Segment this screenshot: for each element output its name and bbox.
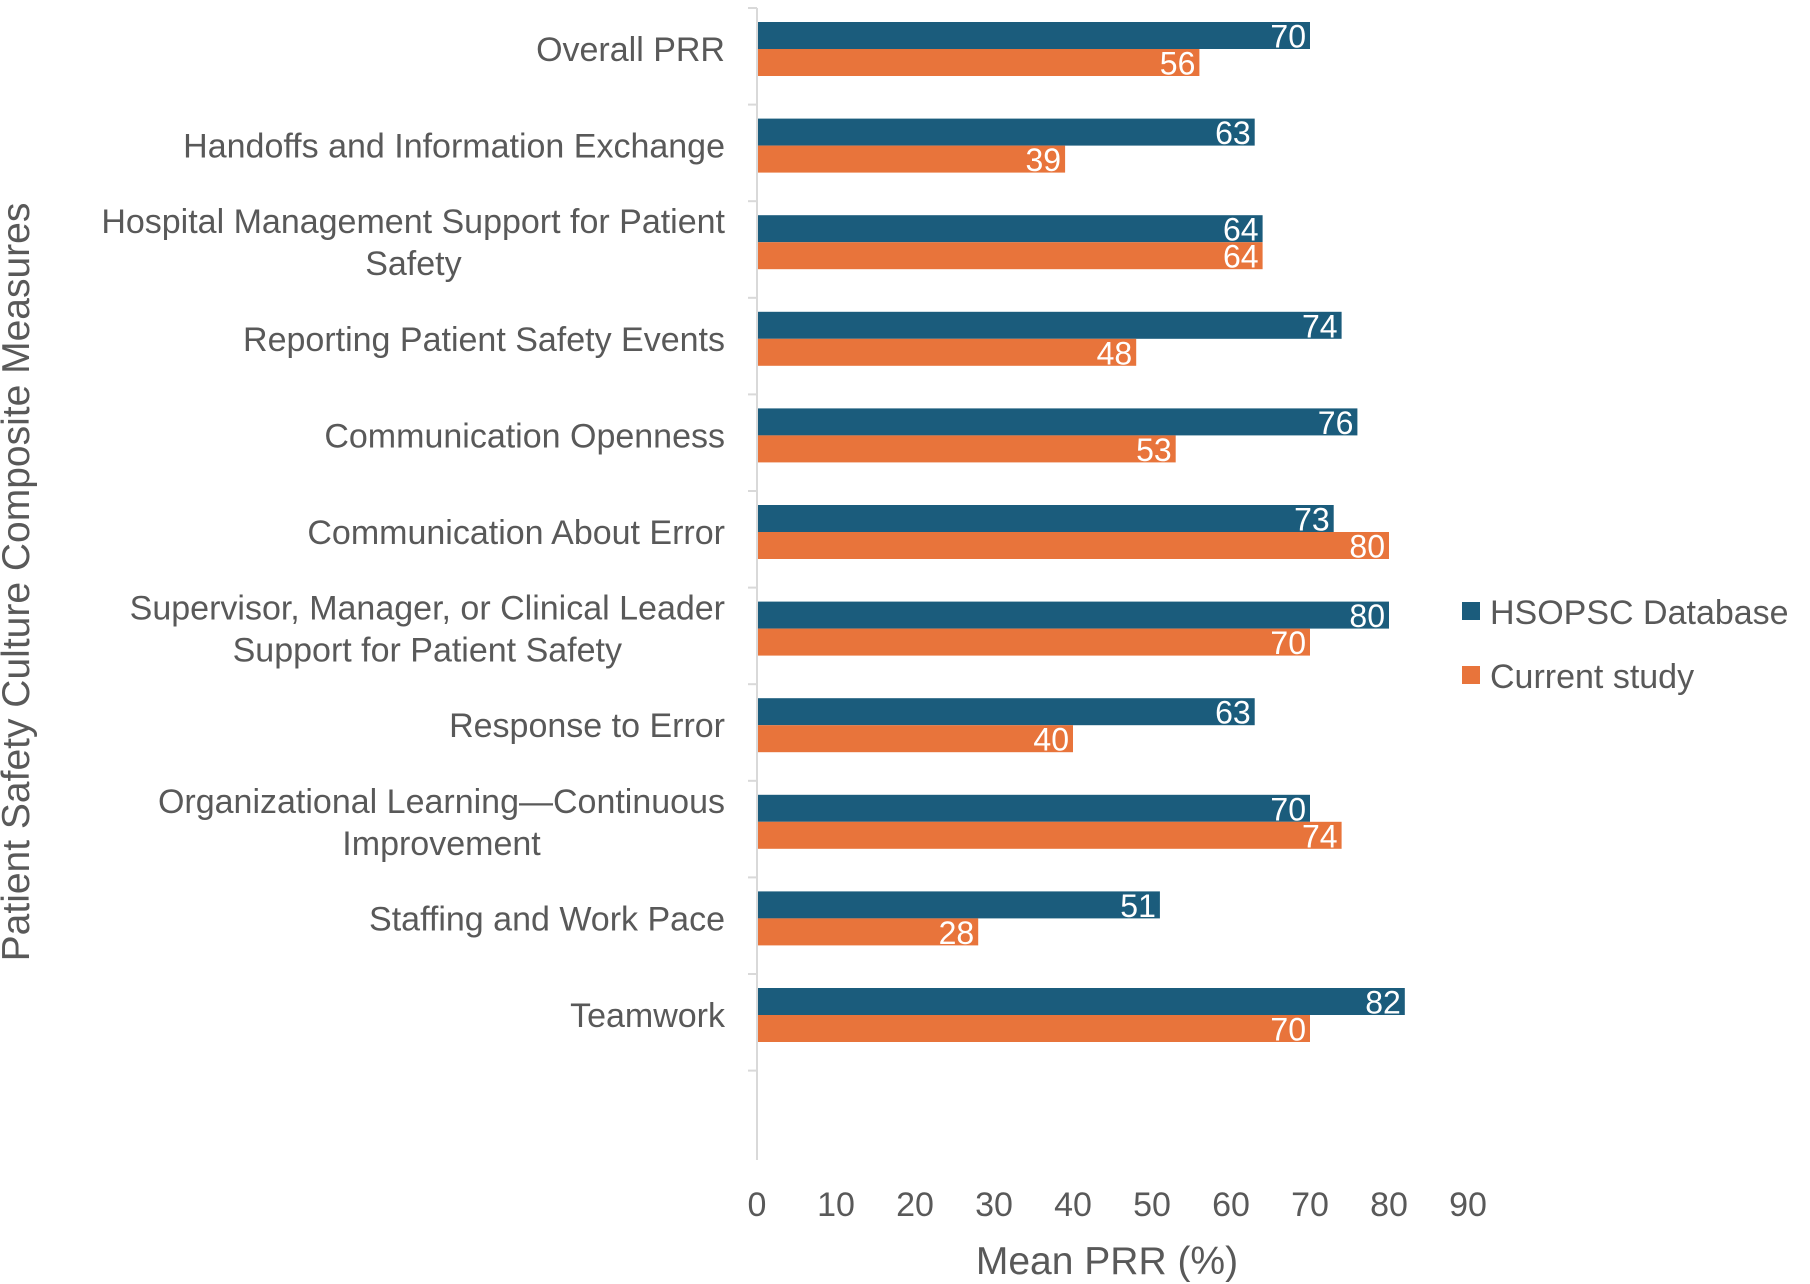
bar: [757, 118, 1255, 146]
category-label: Reporting Patient Safety Events: [243, 321, 725, 359]
x-tick-label: 10: [817, 1186, 855, 1224]
data-label: 82: [1365, 985, 1401, 1021]
bars-group: [757, 22, 1405, 1042]
bar: [757, 698, 1255, 726]
category-label: Support for Patient Safety: [233, 632, 622, 670]
legend-swatch: [1462, 602, 1480, 620]
x-tick-label: 60: [1212, 1186, 1250, 1224]
bar: [757, 145, 1066, 173]
legend-swatch: [1462, 666, 1480, 684]
data-label: 70: [1270, 791, 1306, 827]
bar: [757, 311, 1342, 339]
data-label: 76: [1318, 405, 1354, 441]
x-tick-label: 0: [748, 1186, 767, 1224]
bar: [757, 532, 1389, 559]
data-label: 28: [939, 915, 975, 951]
category-label: Supervisor, Manager, or Clinical Leader: [130, 590, 725, 628]
data-label: 80: [1349, 598, 1385, 634]
category-label: Organizational Learning—Continuous: [158, 783, 725, 821]
bar: [757, 988, 1405, 1015]
bar: [757, 505, 1334, 532]
x-tick-labels-group: 0 10 20 30 40 50 60 70 80 90: [748, 1186, 1487, 1224]
category-label: Improvement: [342, 825, 541, 863]
category-label: Staffing and Work Pace: [369, 900, 725, 938]
category-label: Handoffs and Information Exchange: [183, 128, 725, 166]
data-label: 40: [1033, 722, 1069, 758]
axes-group: [748, 7, 758, 1160]
bar: [757, 435, 1176, 463]
data-label: 70: [1270, 1012, 1306, 1048]
data-label: 51: [1120, 888, 1156, 924]
x-tick-label: 30: [975, 1186, 1013, 1224]
x-tick-label: 90: [1449, 1186, 1487, 1224]
bar: [757, 22, 1310, 49]
x-tick-label: 70: [1291, 1186, 1329, 1224]
data-label: 74: [1302, 818, 1338, 854]
data-label: 53: [1136, 432, 1172, 468]
x-tick-label: 80: [1370, 1186, 1408, 1224]
bar: [757, 821, 1342, 849]
bar: [757, 725, 1073, 753]
bar: [757, 601, 1389, 629]
bar: [757, 408, 1358, 436]
bar: [757, 628, 1310, 656]
data-label: 39: [1026, 142, 1062, 178]
bar: [757, 918, 979, 946]
bar: [757, 338, 1137, 366]
bar: [757, 794, 1310, 822]
category-label: Overall PRR: [536, 31, 725, 69]
x-axis-title: Mean PRR (%): [976, 1240, 1238, 1283]
category-label: Safety: [365, 245, 461, 283]
data-label: 70: [1270, 625, 1306, 661]
y-axis-title: Patient Safety Culture Composite Measure…: [0, 203, 38, 962]
data-labels-group: 7056633964647448765373808070634070745128…: [939, 19, 1401, 1048]
data-label: 48: [1097, 335, 1133, 371]
legend: HSOPSC Database Current study: [1462, 594, 1789, 696]
x-tick-label: 50: [1133, 1186, 1171, 1224]
legend-label: Current study: [1490, 658, 1694, 696]
data-label: 56: [1160, 46, 1196, 82]
category-label: Response to Error: [449, 707, 725, 745]
x-tick-label: 20: [896, 1186, 934, 1224]
data-label: 64: [1223, 212, 1259, 248]
category-labels-group: Overall PRR Handoffs and Information Exch…: [101, 31, 726, 1035]
data-label: 74: [1302, 308, 1338, 344]
category-label: Communication About Error: [307, 514, 725, 552]
data-label: 63: [1215, 695, 1251, 731]
bar: [757, 1015, 1310, 1042]
data-label: 73: [1294, 502, 1330, 538]
category-label: Communication Openness: [324, 417, 725, 455]
data-label: 80: [1349, 529, 1385, 565]
category-label: Hospital Management Support for Patient: [101, 203, 725, 241]
bar: [757, 891, 1160, 919]
bar: [757, 242, 1263, 270]
data-label: 63: [1215, 115, 1251, 151]
bar: [757, 215, 1263, 243]
legend-label: HSOPSC Database: [1490, 594, 1789, 632]
x-tick-label: 40: [1054, 1186, 1092, 1224]
bar: [757, 49, 1200, 76]
category-label: Teamwork: [570, 997, 726, 1035]
data-label: 70: [1270, 19, 1306, 55]
data-label: 64: [1223, 239, 1259, 275]
